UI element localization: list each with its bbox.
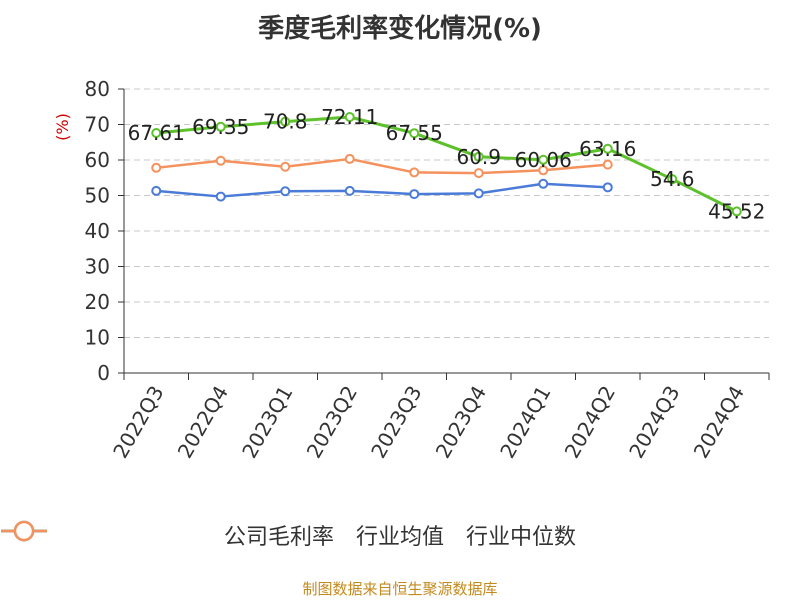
y-tick-label: 60 bbox=[85, 148, 110, 172]
data-point bbox=[538, 154, 549, 165]
y-tick-label: 20 bbox=[85, 290, 110, 314]
data-point bbox=[602, 159, 613, 170]
y-tick-label: 40 bbox=[85, 219, 110, 243]
series-line bbox=[156, 182, 608, 198]
y-tick-label: 10 bbox=[85, 326, 110, 350]
x-tick-label: 2024Q4 bbox=[689, 382, 749, 463]
y-axis-unit-label: (%) bbox=[53, 113, 72, 141]
data-point bbox=[344, 153, 355, 164]
data-point bbox=[280, 186, 291, 197]
data-point bbox=[215, 155, 226, 166]
data-point bbox=[667, 174, 678, 185]
legend-label: 公司毛利率 bbox=[223, 525, 334, 550]
legend-label: 行业均值 bbox=[355, 525, 444, 550]
legend-item[interactable]: 公司毛利率 bbox=[1, 519, 334, 551]
x-tick-label: 2023Q3 bbox=[366, 382, 426, 463]
series-line bbox=[156, 115, 738, 213]
data-point bbox=[409, 189, 420, 200]
source-note: 制图数据来自恒生聚源数据库 bbox=[302, 580, 498, 598]
x-tick-label: 2024Q3 bbox=[624, 382, 684, 463]
data-point bbox=[151, 162, 162, 173]
data-point bbox=[151, 127, 162, 138]
data-point bbox=[280, 161, 291, 172]
x-tick-label: 2023Q2 bbox=[302, 382, 362, 463]
y-tick-label: 80 bbox=[85, 77, 110, 101]
data-point bbox=[538, 178, 549, 189]
data-point bbox=[151, 185, 162, 196]
data-point bbox=[731, 206, 742, 217]
legend-label: 行业中位数 bbox=[466, 525, 577, 550]
y-tick-label: 50 bbox=[85, 184, 110, 208]
data-point bbox=[473, 151, 484, 162]
data-point bbox=[602, 143, 613, 154]
data-label: 60.9 bbox=[456, 145, 501, 169]
data-label: 54.6 bbox=[650, 167, 695, 191]
data-label: 63.16 bbox=[579, 137, 636, 161]
data-label: 72.11 bbox=[321, 105, 378, 129]
data-labels: 67.61 69.35 70.8 72.11 67.55 60.9 60.06 63.16 54… bbox=[128, 105, 766, 223]
data-point bbox=[215, 121, 226, 132]
data-point bbox=[473, 168, 484, 179]
data-point bbox=[473, 188, 484, 199]
x-tick-label: 2023Q4 bbox=[431, 382, 491, 463]
y-tick-label: 70 bbox=[85, 113, 110, 137]
x-tick-label: 2022Q4 bbox=[173, 382, 233, 463]
legend-swatch-marker bbox=[13, 520, 35, 542]
data-point bbox=[344, 185, 355, 196]
data-point bbox=[409, 128, 420, 139]
data-label: 45.52 bbox=[708, 199, 765, 223]
x-tick-label: 2022Q3 bbox=[108, 382, 168, 463]
data-point bbox=[215, 191, 226, 202]
x-tick-label: 2023Q1 bbox=[237, 382, 297, 463]
series-lines bbox=[151, 112, 742, 217]
data-label: 60.06 bbox=[515, 148, 572, 172]
data-point bbox=[344, 112, 355, 123]
x-tick-label: 2024Q1 bbox=[495, 382, 555, 463]
legend-item[interactable]: 行业中位数 bbox=[1, 519, 577, 551]
y-tick-label: 30 bbox=[85, 255, 110, 279]
data-point bbox=[409, 167, 420, 178]
legend-swatch bbox=[1, 520, 47, 542]
data-point bbox=[602, 182, 613, 193]
y-tick-label: 0 bbox=[97, 361, 110, 385]
series-line bbox=[156, 157, 608, 175]
legend-item[interactable]: 行业均值 bbox=[1, 519, 444, 551]
data-label: 70.8 bbox=[263, 110, 308, 134]
x-tick-label: 2024Q2 bbox=[560, 382, 620, 463]
data-label: 67.55 bbox=[386, 121, 443, 145]
data-label: 67.61 bbox=[128, 121, 185, 145]
data-point bbox=[280, 116, 291, 127]
grid-lines bbox=[124, 88, 769, 338]
data-point bbox=[538, 165, 549, 176]
data-label: 69.35 bbox=[192, 115, 249, 139]
chart-title: 季度毛利率变化情况(%) bbox=[258, 14, 542, 44]
chart-legend: 公司毛利率 行业均值 行业中位数 bbox=[0, 519, 800, 551]
